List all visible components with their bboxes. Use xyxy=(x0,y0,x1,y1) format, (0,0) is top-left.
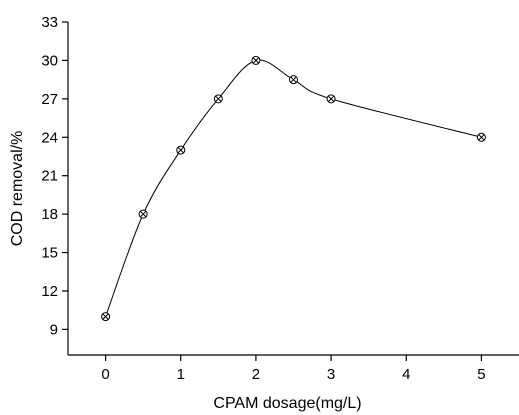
plot-area xyxy=(67,22,519,356)
data-point xyxy=(176,145,186,155)
y-tick-label: 12 xyxy=(41,283,58,300)
x-tick-label: 1 xyxy=(177,366,185,383)
y-tick-label: 9 xyxy=(50,321,58,338)
y-tick-label: 18 xyxy=(41,206,58,223)
data-point xyxy=(251,55,261,65)
y-tick-label: 33 xyxy=(41,14,58,31)
data-point xyxy=(289,75,298,85)
y-tick-label: 15 xyxy=(41,245,58,262)
y-tick-label: 27 xyxy=(41,91,58,108)
x-axis-ticks: 0 1 2 3 4 5 xyxy=(101,355,486,383)
data-point xyxy=(476,132,486,142)
data-point xyxy=(326,94,336,104)
x-axis-title: CPAM dosage(mg/L) xyxy=(213,395,361,412)
x-tick-label: 5 xyxy=(477,366,485,383)
data-point xyxy=(138,209,148,219)
data-point xyxy=(101,312,111,322)
x-tick-label: 3 xyxy=(327,366,335,383)
y-axis-ticks: 9 12 15 18 21 24 27 30 33 xyxy=(41,14,68,338)
data-point xyxy=(213,94,223,104)
x-tick-label: 2 xyxy=(252,366,260,383)
y-axis-title: COD removal/% xyxy=(9,131,26,247)
y-tick-label: 24 xyxy=(41,129,58,146)
data-markers xyxy=(101,55,486,322)
y-tick-label: 30 xyxy=(41,52,58,69)
y-tick-label: 21 xyxy=(41,168,58,185)
x-tick-label: 4 xyxy=(402,366,410,383)
x-tick-label: 0 xyxy=(101,366,109,383)
series-line xyxy=(105,59,482,317)
